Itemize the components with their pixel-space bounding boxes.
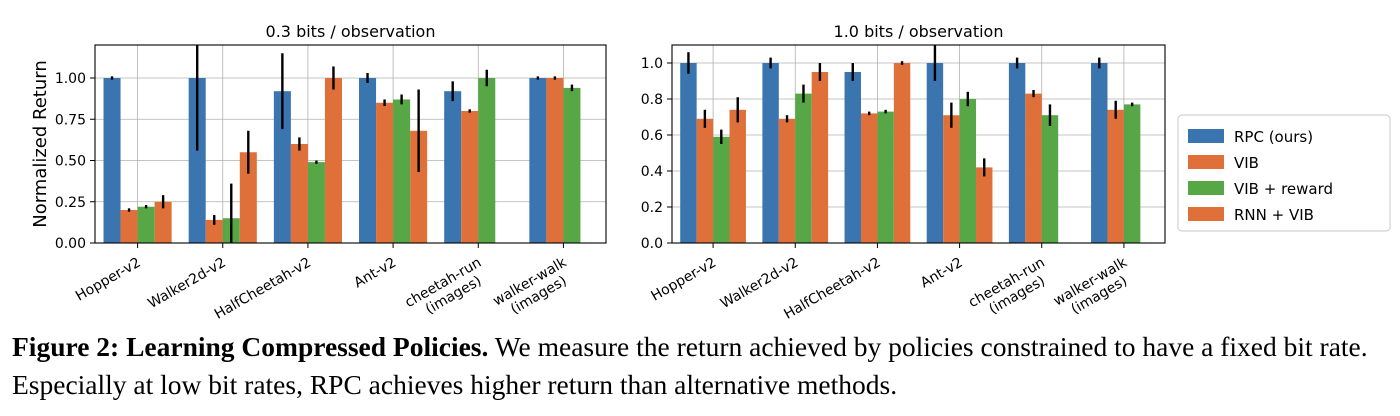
legend-label: VIB bbox=[1234, 154, 1259, 172]
bar bbox=[359, 78, 377, 243]
legend-swatch bbox=[1188, 181, 1224, 195]
bar bbox=[729, 109, 746, 243]
x-tick-label-line: Hopper-v2 bbox=[649, 255, 720, 305]
bar bbox=[324, 78, 342, 243]
y-tick-label: 0.25 bbox=[55, 195, 86, 211]
x-tick-label-line: Walker2d-v2 bbox=[718, 255, 801, 312]
x-tick-label-line: Ant-v2 bbox=[351, 255, 399, 292]
plot-frame bbox=[94, 44, 607, 244]
x-tick-label: walker-walk(images) bbox=[490, 254, 578, 323]
bar bbox=[393, 99, 411, 243]
y-tick-label: 0.50 bbox=[55, 154, 86, 170]
y-tick-label: 0.0 bbox=[641, 236, 663, 252]
legend-box bbox=[1177, 114, 1391, 232]
bar bbox=[410, 130, 428, 243]
bar bbox=[273, 91, 291, 243]
legend-swatch bbox=[1188, 155, 1224, 169]
bar bbox=[103, 78, 121, 243]
y-tick-label: 0.4 bbox=[641, 164, 663, 180]
bar bbox=[680, 63, 697, 243]
caption-label: Figure 2: bbox=[12, 331, 120, 362]
x-tick-label: HalfCheetah-v2 bbox=[212, 255, 314, 323]
bar bbox=[713, 136, 730, 243]
bar bbox=[959, 99, 977, 243]
bar bbox=[461, 111, 479, 243]
legend-swatch bbox=[1188, 207, 1224, 221]
x-tick-label: Hopper-v2 bbox=[73, 255, 144, 305]
bar bbox=[376, 102, 394, 243]
x-tick-label: walker-walk(images) bbox=[1051, 254, 1139, 323]
y-tick-label: 0.75 bbox=[55, 112, 86, 128]
bar bbox=[1025, 93, 1042, 243]
bar bbox=[546, 78, 564, 243]
bar bbox=[188, 78, 206, 243]
bar bbox=[444, 91, 462, 243]
bar bbox=[120, 210, 138, 243]
chart-2: 0.00.20.40.60.81.0Hopper-v2Walker2d-v2Ha… bbox=[641, 22, 1391, 325]
bar bbox=[943, 115, 960, 243]
bar bbox=[795, 93, 812, 243]
bar bbox=[239, 152, 257, 243]
y-tick-label: 1.0 bbox=[641, 56, 663, 72]
x-tick-label: Ant-v2 bbox=[351, 255, 399, 292]
chart-title: 0.3 bits / observation bbox=[266, 22, 436, 41]
caption-text: We measure the return achieved by polici… bbox=[12, 331, 1368, 400]
y-tick-label: 0.00 bbox=[55, 236, 86, 252]
x-tick-label-line: Hopper-v2 bbox=[73, 255, 144, 305]
x-tick-label: cheetah-run(images) bbox=[402, 255, 492, 325]
y-tick-label: 0.6 bbox=[641, 128, 663, 144]
bar bbox=[563, 87, 581, 244]
bar bbox=[529, 78, 547, 243]
bar bbox=[762, 63, 779, 243]
chart-1: 0.00 0.25 0.50 0.75 1.00 Hopper-v2 Walker2d-v2… bbox=[30, 22, 607, 325]
bar bbox=[205, 219, 223, 243]
plot-frame bbox=[671, 44, 1166, 244]
bar bbox=[478, 78, 496, 243]
bar bbox=[1123, 104, 1141, 244]
bar bbox=[778, 118, 796, 243]
x-tick-label: Walker2d-v2 bbox=[718, 255, 801, 312]
bar bbox=[811, 72, 829, 243]
caption-title: Learning Compressed Policies. bbox=[126, 331, 489, 362]
bar bbox=[1041, 115, 1059, 243]
bar bbox=[137, 206, 155, 243]
x-tick-label: Walker2d-v2 bbox=[145, 255, 228, 312]
bar bbox=[696, 118, 714, 243]
legend-label: VIB + reward bbox=[1234, 180, 1333, 198]
bar bbox=[307, 162, 325, 243]
bar bbox=[893, 63, 911, 243]
bar bbox=[926, 63, 944, 243]
bar bbox=[860, 113, 878, 244]
y-tick-label: 0.2 bbox=[641, 200, 663, 216]
bar bbox=[154, 201, 172, 243]
y-tick-label: 1.00 bbox=[55, 71, 86, 87]
x-tick-label-line: HalfCheetah-v2 bbox=[212, 255, 314, 323]
bar bbox=[1008, 63, 1026, 243]
bar bbox=[1107, 109, 1124, 243]
y-axis-label: Normalized Return bbox=[30, 60, 51, 228]
y-tick-label: 0.8 bbox=[641, 92, 663, 108]
x-tick-label: cheetah-run(images) bbox=[966, 255, 1056, 325]
bar bbox=[1091, 63, 1108, 243]
bar bbox=[976, 167, 993, 243]
figure-caption: Figure 2: Learning Compressed Policies. … bbox=[12, 328, 1392, 404]
x-tick-label-line: Ant-v2 bbox=[918, 255, 966, 292]
bar bbox=[844, 72, 861, 243]
legend-swatch bbox=[1188, 129, 1224, 143]
x-tick-label-line: Walker2d-v2 bbox=[145, 255, 228, 312]
x-tick-label: Hopper-v2 bbox=[649, 255, 720, 305]
bar bbox=[877, 111, 894, 243]
x-tick-label: Ant-v2 bbox=[918, 255, 966, 292]
legend-label: RNN + VIB bbox=[1234, 206, 1314, 224]
chart-title: 1.0 bits / observation bbox=[834, 22, 1004, 41]
bar bbox=[290, 144, 308, 243]
legend-label: RPC (ours) bbox=[1234, 128, 1313, 146]
